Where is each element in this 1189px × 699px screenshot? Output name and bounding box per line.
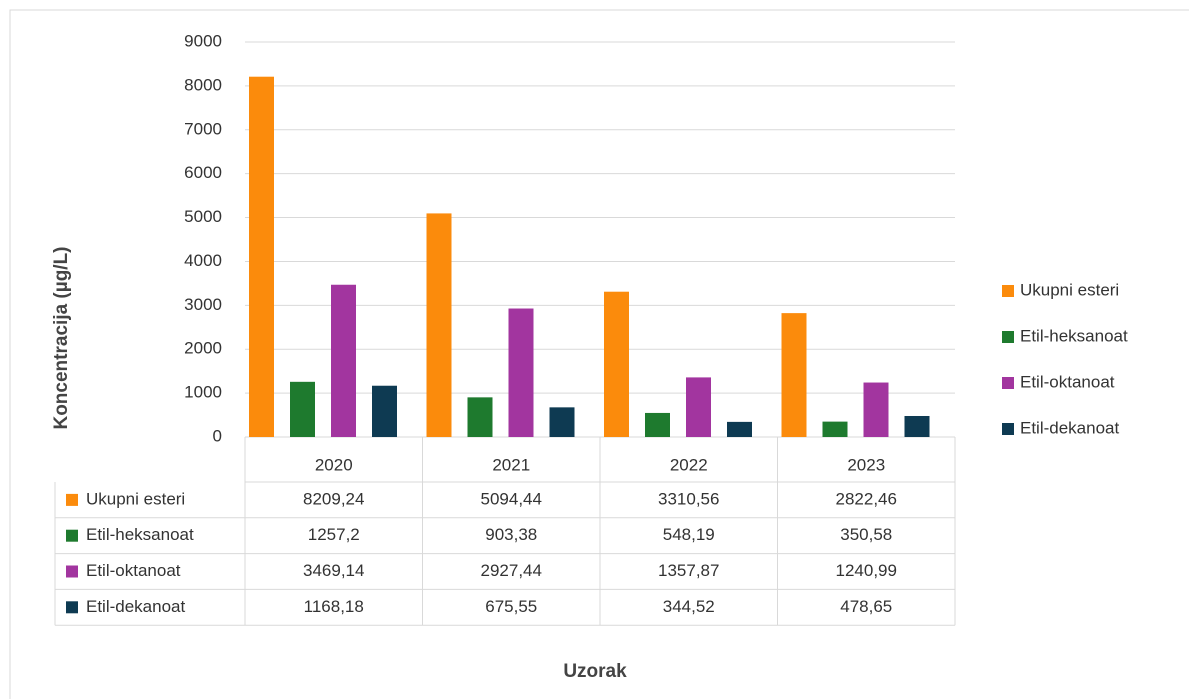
x-axis-title: Uzorak (563, 661, 627, 682)
data-label: 1357,87 (658, 561, 719, 580)
table-legend-key (66, 493, 78, 506)
y-tick-label: 4000 (184, 251, 222, 270)
y-tick-label: 2000 (184, 339, 222, 358)
x-tick-label: 2020 (315, 455, 353, 474)
legend-key (1002, 423, 1014, 435)
y-axis-title: Koncentracija (µg/L) (51, 246, 72, 429)
data-label: 3469,14 (303, 561, 364, 580)
y-tick-label: 9000 (184, 31, 222, 50)
legend-key (1002, 377, 1014, 389)
bar (467, 397, 493, 437)
table-row-label: Etil-heksanoat (86, 525, 194, 544)
legend-label: Etil-heksanoat (1020, 326, 1128, 345)
data-label: 344,52 (663, 597, 715, 616)
data-label: 1257,2 (308, 525, 360, 544)
legend-key (1002, 285, 1014, 297)
bar (508, 308, 534, 437)
bar (290, 381, 315, 437)
table-row-label: Etil-oktanoat (86, 561, 181, 580)
table-row-label: Etil-dekanoat (86, 597, 186, 616)
bar (904, 415, 930, 437)
data-label: 1240,99 (836, 561, 897, 580)
y-tick-label: 0 (213, 426, 222, 445)
table-legend-key (66, 529, 78, 542)
x-tick-label: 2023 (847, 455, 885, 474)
y-tick-label: 8000 (184, 75, 222, 94)
bar (863, 382, 889, 437)
data-label: 478,65 (840, 597, 892, 616)
table-legend-key (66, 601, 78, 614)
data-label: 548,19 (663, 525, 715, 544)
bar (727, 421, 752, 437)
data-label: 8209,24 (303, 489, 364, 508)
legend-label: Ukupni esteri (1020, 280, 1119, 299)
bar (781, 313, 807, 437)
data-label: 2927,44 (481, 561, 542, 580)
data-label: 3310,56 (658, 489, 719, 508)
legend-label: Etil-dekanoat (1020, 418, 1120, 437)
bar (249, 76, 274, 438)
x-tick-label: 2022 (670, 455, 708, 474)
legend-label: Etil-oktanoat (1020, 372, 1115, 391)
bar (372, 385, 397, 437)
bar (426, 213, 452, 437)
y-tick-label: 6000 (184, 163, 222, 182)
bar (549, 407, 575, 437)
data-label: 675,55 (485, 597, 537, 616)
table-legend-key (66, 565, 78, 578)
bar (645, 412, 670, 437)
bar (822, 421, 848, 437)
y-tick-label: 7000 (184, 119, 222, 138)
bar (331, 284, 356, 437)
bar (686, 377, 711, 437)
legend-key (1002, 331, 1014, 343)
data-label: 2822,46 (836, 489, 897, 508)
y-tick-label: 3000 (184, 295, 222, 314)
data-label: 903,38 (485, 525, 537, 544)
data-label: 1168,18 (304, 597, 364, 616)
y-tick-label: 5000 (184, 207, 222, 226)
data-label: 350,58 (840, 525, 892, 544)
y-tick-label: 1000 (184, 383, 222, 402)
data-label: 5094,44 (481, 489, 542, 508)
x-tick-label: 2021 (492, 455, 530, 474)
table-row-label: Ukupni esteri (86, 489, 185, 508)
bar (604, 291, 629, 437)
